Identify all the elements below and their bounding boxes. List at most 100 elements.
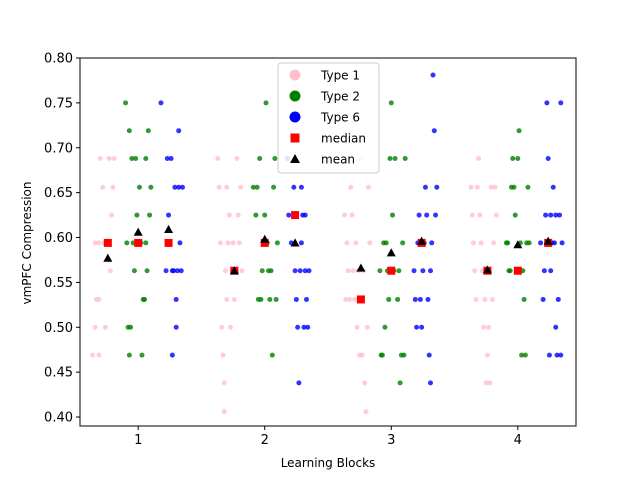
median-marker — [291, 211, 300, 220]
legend: Type 1 Type 2 Type 6 median mean — [277, 62, 380, 174]
type-6-point — [414, 324, 420, 330]
type-6-point — [548, 268, 554, 274]
legend-label: median — [321, 132, 366, 146]
type-6-point — [417, 296, 423, 302]
type-2-point — [522, 352, 528, 358]
x-axis-label: Learning Blocks — [281, 456, 376, 470]
type-2-point — [273, 296, 279, 302]
type-6-point — [544, 100, 550, 106]
mean-marker — [356, 263, 366, 272]
type-2-point — [144, 268, 150, 274]
median-marker — [513, 266, 522, 275]
type-1-point — [228, 324, 234, 330]
type-1-point — [221, 380, 227, 386]
type-2-point — [516, 128, 522, 134]
type-1-point — [106, 156, 112, 162]
mean-marker — [290, 238, 300, 247]
mean-marker — [164, 224, 174, 234]
type-2-point — [253, 212, 259, 218]
type-2-point — [134, 212, 140, 218]
type-2-point — [267, 296, 273, 302]
type-6-point — [292, 268, 298, 274]
x-tick-label: 1 — [134, 433, 142, 448]
type-2-point — [396, 268, 402, 274]
type-1-point — [478, 240, 484, 246]
type-6-point — [543, 212, 549, 218]
type-1-point — [223, 268, 229, 274]
type-2-point — [526, 240, 532, 246]
type-1-point — [96, 296, 102, 302]
type-2-point — [382, 324, 388, 330]
type-6-point — [558, 100, 564, 106]
type-1-point — [220, 352, 226, 358]
type-2-point — [401, 352, 407, 358]
type-2-point — [143, 156, 149, 162]
type-1-point — [488, 184, 494, 190]
type-2-point — [139, 352, 145, 358]
type-6-point — [426, 352, 432, 358]
type-1-point — [359, 352, 365, 358]
type-2-point — [386, 296, 392, 302]
type-6-point — [303, 296, 309, 302]
type-1-point — [92, 240, 98, 246]
type-1-point — [364, 324, 370, 330]
y-tick-label: 0.40 — [44, 411, 73, 426]
type-6-point — [298, 184, 304, 190]
type-6-point — [545, 156, 551, 162]
type-6-point — [169, 352, 175, 358]
type-2-point — [390, 212, 396, 218]
type-1-point — [362, 380, 368, 386]
mean-marker — [260, 234, 270, 243]
legend-marker — [289, 111, 301, 123]
plot-frame — [79, 57, 577, 427]
type-6-point — [173, 296, 179, 302]
type-2-point — [259, 268, 265, 274]
type-2-point — [511, 184, 517, 190]
type-1-point — [235, 212, 241, 218]
type-1-point — [353, 240, 359, 246]
type-6-point — [306, 268, 312, 274]
type-1-point — [345, 268, 351, 274]
type-2-point — [379, 352, 385, 358]
y-tick-label: 0.50 — [44, 321, 73, 336]
type-2-point — [268, 268, 274, 274]
type-6-point — [433, 212, 439, 218]
type-2-point — [400, 240, 406, 246]
type-1-point — [349, 212, 355, 218]
type-1-point — [482, 296, 488, 302]
type-1-point — [107, 268, 113, 274]
type-6-point — [412, 296, 418, 302]
type-6-point — [429, 240, 435, 246]
type-6-point — [427, 268, 433, 274]
type-1-point — [493, 212, 499, 218]
type-2-point — [397, 380, 403, 386]
type-1-point — [90, 352, 96, 358]
type-1-point — [231, 296, 237, 302]
y-tick-label: 0.65 — [44, 186, 73, 201]
type-6-point — [538, 240, 544, 246]
type-1-point — [363, 409, 369, 415]
legend-marker — [290, 154, 300, 163]
type-1-point — [474, 184, 480, 190]
x-tick-label: 4 — [514, 433, 522, 448]
type-1-point — [492, 184, 498, 190]
type-1-point — [489, 296, 495, 302]
type-6-point — [169, 268, 175, 274]
mean-marker — [417, 236, 427, 245]
type-6-point — [293, 296, 299, 302]
type-6-point — [295, 324, 301, 330]
legend-marker — [290, 133, 300, 143]
type-2-point — [131, 268, 137, 274]
type-2-point — [274, 240, 280, 246]
type-2-point — [272, 156, 278, 162]
mean-marker — [513, 240, 523, 249]
type-6-point — [416, 212, 422, 218]
type-1-point — [476, 156, 482, 162]
type-1-point — [472, 268, 478, 274]
type-1-point — [110, 184, 116, 190]
type-6-point — [158, 100, 164, 106]
type-1-point — [365, 184, 371, 190]
legend-label: Type 1 — [320, 69, 360, 83]
type-2-point — [505, 240, 511, 246]
mean-marker — [386, 248, 396, 257]
